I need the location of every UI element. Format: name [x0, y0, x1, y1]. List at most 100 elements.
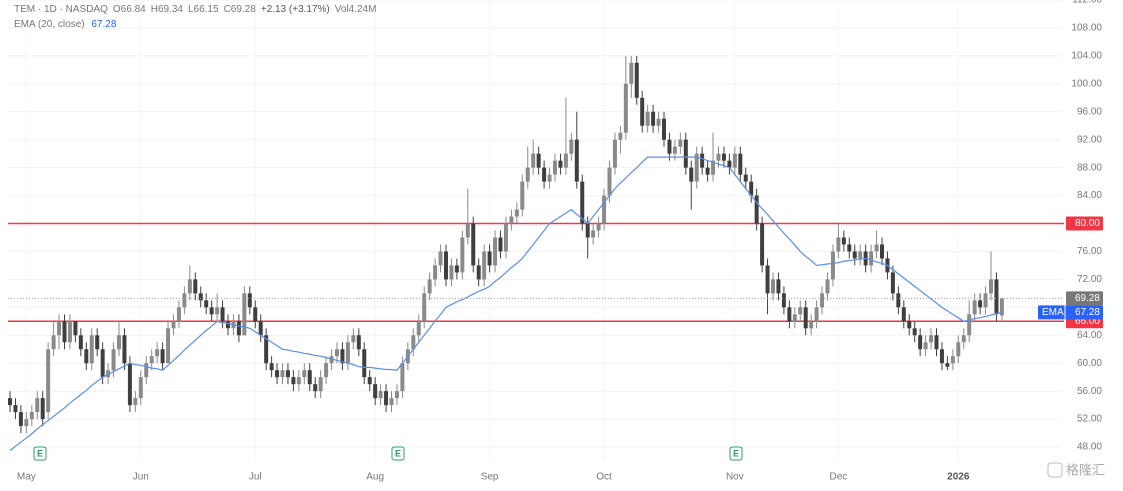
candle-body: [373, 384, 378, 399]
candle-body: [220, 307, 225, 322]
y-tick-label: 56.00: [1077, 386, 1102, 397]
candle-body: [798, 307, 803, 315]
candle-body: [645, 111, 650, 126]
candle-body: [929, 335, 934, 343]
candle-body: [580, 181, 585, 224]
candle-body: [411, 335, 416, 350]
candle-body: [329, 356, 334, 364]
price-label: 66.00: [1075, 316, 1100, 327]
candle-body: [574, 139, 579, 182]
y-tick-label: 72.00: [1077, 274, 1102, 285]
x-tick-label: Sep: [481, 472, 499, 483]
candle-body: [629, 62, 634, 84]
candle-body: [155, 349, 160, 357]
candle-body: [35, 398, 40, 413]
candle-body: [841, 237, 846, 245]
candle-body: [378, 391, 383, 399]
marks: [8, 0, 1064, 461]
candle-body: [296, 377, 301, 385]
candle-body: [700, 153, 705, 168]
candle-body: [999, 298, 1004, 316]
candle-body: [732, 153, 737, 168]
earnings-label: E: [733, 448, 739, 458]
y-tick-label: 88.00: [1077, 162, 1102, 173]
watermark-icon: [1047, 462, 1063, 478]
candle-body: [536, 153, 541, 168]
y-tick-label: 84.00: [1077, 190, 1102, 201]
last-price-label: 69.28: [1075, 293, 1100, 304]
candle-body: [24, 419, 29, 427]
candle-body: [776, 279, 781, 294]
candle-body: [400, 363, 405, 392]
candle-body: [967, 314, 972, 336]
candle-body: [787, 307, 792, 322]
candle-body: [612, 139, 617, 168]
candle-body: [880, 244, 884, 259]
candle-body: [454, 265, 459, 273]
candle-body: [416, 321, 421, 336]
candle-body: [918, 335, 923, 350]
candle-body: [236, 321, 241, 336]
candle-body: [384, 391, 389, 406]
candle-body: [602, 195, 607, 224]
candle-body: [493, 237, 498, 266]
candle-body: [302, 370, 307, 378]
ema-label-name: EMA: [1042, 307, 1064, 318]
candle-body: [84, 349, 89, 364]
candle-body: [198, 293, 203, 301]
y-tick-label: 64.00: [1077, 330, 1102, 341]
candle-body: [46, 349, 51, 413]
candle-body: [874, 244, 879, 252]
candle-body: [487, 251, 492, 266]
candle-body: [324, 363, 329, 378]
candle-body: [907, 321, 912, 329]
candle-body: [89, 335, 94, 364]
candle-body: [596, 223, 601, 231]
candle-body: [923, 342, 928, 350]
candle-body: [542, 167, 547, 182]
x-tick-label: Jun: [133, 472, 149, 483]
candle-body: [749, 181, 754, 196]
candle-body: [689, 167, 694, 182]
candle-body: [149, 356, 154, 364]
candle-body: [809, 321, 814, 329]
y-tick-label: 48.00: [1077, 442, 1102, 453]
candle-body: [394, 391, 399, 399]
header-item: +2.13 (+3.17%): [261, 4, 330, 15]
candle-body: [945, 363, 950, 367]
candle-body: [683, 139, 688, 168]
y-tick-label: 104.00: [1071, 51, 1102, 62]
candle-body: [307, 370, 312, 385]
candle-body: [209, 307, 214, 315]
candle-body: [285, 370, 290, 378]
candle-body: [852, 251, 857, 259]
candle-body: [847, 244, 852, 252]
candle-body: [100, 349, 105, 378]
candle-body: [367, 377, 372, 385]
y-tick-label: 76.00: [1077, 246, 1102, 257]
candle-body: [160, 349, 165, 364]
candle-body: [743, 174, 748, 182]
candle-body: [389, 398, 394, 406]
candle-body: [634, 62, 639, 98]
candle-body: [950, 356, 955, 364]
x-tick-label: Oct: [596, 472, 612, 483]
candle-body: [204, 300, 209, 308]
y-tick-label: 108.00: [1071, 23, 1102, 34]
candle-body: [422, 293, 427, 322]
candle-body: [280, 370, 285, 378]
header-item: L66.15: [188, 4, 219, 15]
candle-body: [13, 405, 18, 413]
price-label: 80.00: [1075, 218, 1100, 229]
candle-body: [313, 384, 318, 392]
y-tick-label: 52.00: [1077, 414, 1102, 425]
candle-body: [340, 349, 345, 364]
candle-body: [57, 321, 62, 336]
candle-body: [912, 328, 917, 336]
candle-body: [498, 237, 503, 252]
earnings-label: E: [37, 448, 43, 458]
indicator-value: 67.28: [91, 19, 116, 30]
candle-body: [176, 307, 181, 322]
candle-body: [253, 307, 258, 322]
candle-body: [667, 139, 672, 154]
